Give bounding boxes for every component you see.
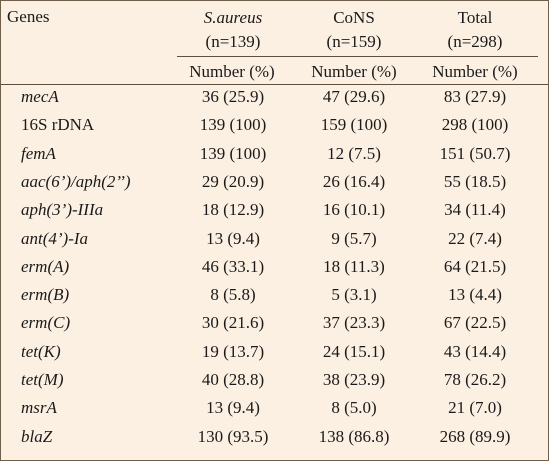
gene-name: tet(M) bbox=[21, 370, 64, 389]
value-total: 268 (89.9) bbox=[439, 426, 511, 446]
value-saureus: 139 (100) bbox=[199, 115, 267, 135]
value-saureus: 13 (9.4) bbox=[206, 398, 260, 418]
gene-name: mecA bbox=[21, 87, 59, 106]
value-total: 67 (22.5) bbox=[443, 313, 507, 333]
col-total-n: (n=298) bbox=[447, 32, 503, 51]
value-cons: 8 (5.0) bbox=[331, 398, 377, 418]
subheader-cons: Number (%) bbox=[311, 62, 397, 81]
gene-name: tet(K) bbox=[21, 341, 61, 361]
body-divider bbox=[1, 84, 548, 85]
value-cons: 38 (23.9) bbox=[322, 370, 386, 389]
subheader-total: Number (%) bbox=[432, 62, 518, 81]
col-cons-n: (n=159) bbox=[326, 32, 382, 51]
gene-name: ant(4’)-Ia bbox=[21, 228, 89, 248]
col-cons-name: CoNS bbox=[333, 8, 375, 27]
value-saureus: 139 (100) bbox=[199, 143, 267, 163]
col-saureus-n: (n=139) bbox=[205, 32, 261, 51]
value-saureus: 8 (5.8) bbox=[210, 285, 256, 305]
subheader-saureus: Number (%) bbox=[189, 62, 275, 81]
value-total: 83 (27.9) bbox=[443, 87, 507, 106]
value-saureus: 46 (33.1) bbox=[201, 256, 265, 276]
value-cons: 159 (100) bbox=[320, 115, 388, 135]
value-cons: 26 (16.4) bbox=[322, 171, 386, 191]
value-cons: 138 (86.8) bbox=[318, 426, 390, 446]
value-total: 34 (11.4) bbox=[444, 200, 506, 220]
header-divider bbox=[177, 56, 538, 57]
value-saureus: 29 (20.9) bbox=[201, 171, 265, 191]
value-cons: 5 (3.1) bbox=[331, 285, 377, 305]
gene-name: msrA bbox=[21, 398, 57, 418]
col-total-name: Total bbox=[457, 8, 493, 27]
value-saureus: 40 (28.8) bbox=[201, 370, 265, 389]
value-saureus: 13 (9.4) bbox=[206, 228, 260, 248]
value-cons: 18 (11.3) bbox=[323, 256, 385, 276]
value-total: 64 (21.5) bbox=[443, 256, 507, 276]
value-total: 22 (7.4) bbox=[448, 228, 502, 248]
value-cons: 9 (5.7) bbox=[331, 228, 377, 248]
value-saureus: 19 (13.7) bbox=[201, 341, 265, 361]
value-total: 13 (4.4) bbox=[448, 285, 502, 305]
gene-name: blaZ bbox=[21, 426, 53, 446]
value-cons: 24 (15.1) bbox=[322, 341, 386, 361]
gene-name: aac(6’)/aph(2’’) bbox=[21, 171, 131, 191]
value-total: 55 (18.5) bbox=[443, 171, 507, 191]
value-saureus: 18 (12.9) bbox=[201, 200, 265, 220]
gene-name: erm(B) bbox=[21, 285, 70, 305]
value-cons: 37 (23.3) bbox=[322, 313, 386, 333]
value-total: 78 (26.2) bbox=[443, 370, 507, 389]
value-saureus: 30 (21.6) bbox=[201, 313, 265, 333]
col-saureus-name: S.aureus bbox=[203, 8, 263, 27]
value-cons: 12 (7.5) bbox=[327, 143, 381, 163]
gene-name: femA bbox=[21, 143, 56, 163]
genes-header: Genes bbox=[7, 7, 50, 26]
gene-name: erm(C) bbox=[21, 313, 71, 333]
gene-name: aph(3’)-IIIa bbox=[21, 200, 104, 220]
value-total: 43 (14.4) bbox=[443, 341, 507, 361]
value-total: 21 (7.0) bbox=[448, 398, 502, 418]
value-saureus: 130 (93.5) bbox=[197, 426, 269, 446]
value-cons: 47 (29.6) bbox=[322, 87, 386, 106]
gene-name: erm(A) bbox=[21, 256, 70, 276]
value-total: 298 (100) bbox=[441, 115, 509, 135]
value-total: 151 (50.7) bbox=[439, 143, 511, 163]
value-saureus: 36 (25.9) bbox=[201, 87, 265, 106]
value-cons: 16 (10.1) bbox=[322, 200, 386, 220]
gene-name: 16S rDNA bbox=[21, 115, 95, 135]
